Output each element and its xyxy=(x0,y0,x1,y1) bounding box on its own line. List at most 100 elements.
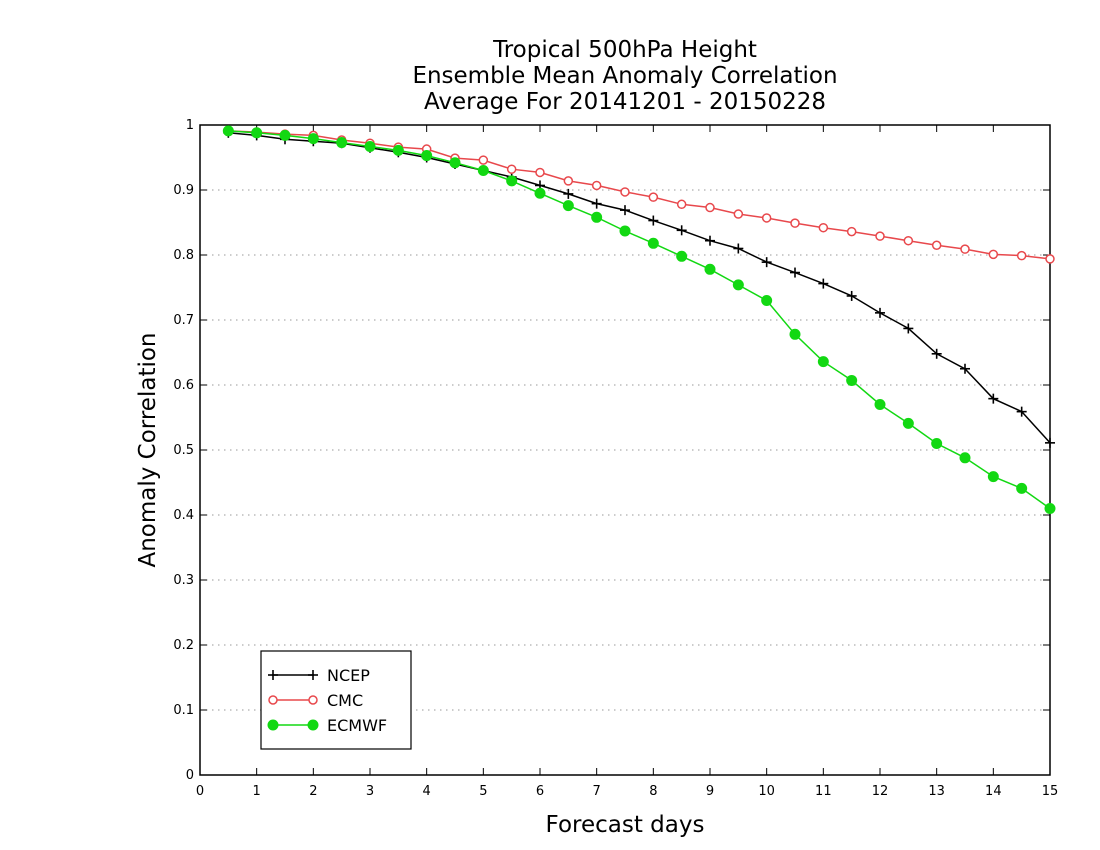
series-ecmwf-point xyxy=(647,237,659,249)
series-ecmwf-point xyxy=(931,438,943,449)
x-tick-label: 3 xyxy=(366,784,374,799)
series-ecmwf-point xyxy=(364,140,376,152)
series-ncep-point xyxy=(648,215,659,226)
legend-marker xyxy=(308,670,318,680)
series-ecmwf-point xyxy=(817,356,829,368)
series-ecmwf-point xyxy=(392,144,404,156)
series-ncep-point xyxy=(563,188,574,199)
legend-marker xyxy=(307,719,319,731)
legend-item-ecmwf: ECMWF xyxy=(267,716,387,735)
legend-label-ncep: NCEP xyxy=(327,666,370,685)
series-ecmwf-point xyxy=(1016,482,1028,494)
series-ecmwf-point xyxy=(421,150,433,162)
x-tick-label: 12 xyxy=(872,784,889,799)
series-ecmwf-point xyxy=(279,129,291,141)
series-ecmwf-point xyxy=(534,187,546,199)
series-ecmwf-point xyxy=(251,127,263,139)
series-ncep-point xyxy=(761,257,772,268)
series-ecmwf-point xyxy=(789,328,801,340)
y-tick-label: 0.7 xyxy=(173,313,194,328)
series-ncep-point xyxy=(960,363,970,374)
series-ncep-point xyxy=(988,393,999,404)
y-tick-label: 0.2 xyxy=(173,638,194,653)
series-ncep-point xyxy=(676,225,687,236)
series-ncep-point xyxy=(705,235,715,246)
series-ecmwf-point xyxy=(307,133,319,145)
legend-item-ncep: NCEP xyxy=(268,666,370,685)
y-axis-label: Anomaly Correlation xyxy=(135,332,161,567)
series-cmc-point xyxy=(790,218,800,228)
series-cmc-point xyxy=(875,231,885,241)
y-tick-label: 0.3 xyxy=(173,573,194,588)
x-tick-label: 9 xyxy=(706,784,714,799)
series-ecmwf-point xyxy=(704,263,716,275)
y-tick-label: 1 xyxy=(186,118,194,133)
series-cmc-point xyxy=(818,222,829,233)
legend-marker xyxy=(308,695,318,705)
chart-title: Tropical 500hPa Height xyxy=(493,37,757,63)
series-layer xyxy=(222,125,1056,514)
legend-marker xyxy=(268,695,278,705)
x-axis-label: Forecast days xyxy=(546,812,705,838)
series-ncep-point xyxy=(875,307,885,318)
x-tick-label: 8 xyxy=(649,784,657,799)
x-tick-label: 14 xyxy=(985,784,1002,799)
series-ecmwf-point xyxy=(336,137,348,149)
series-ecmwf-point xyxy=(619,225,631,237)
y-tick-label: 0.1 xyxy=(173,703,194,718)
series-cmc-point xyxy=(535,167,545,178)
series-ecmwf-point xyxy=(761,295,773,306)
series-ncep-point xyxy=(733,243,744,254)
x-tick-label: 5 xyxy=(479,784,487,799)
series-ecmwf-point xyxy=(449,157,461,169)
series-cmc-point xyxy=(591,180,602,191)
x-tick-label: 1 xyxy=(253,784,261,799)
y-tick-label: 0.8 xyxy=(173,248,194,263)
series-ncep-point xyxy=(620,205,630,216)
series-ecmwf-point xyxy=(902,417,914,429)
series-ncep-point xyxy=(931,348,942,359)
x-tick-label: 10 xyxy=(758,784,775,799)
series-cmc-point xyxy=(563,176,574,186)
series-ecmwf-point xyxy=(222,125,234,137)
series-cmc-point xyxy=(676,199,687,210)
series-cmc xyxy=(223,126,1055,264)
x-tick-label: 13 xyxy=(928,784,945,799)
series-cmc-point xyxy=(506,164,517,174)
legend-label-cmc: CMC xyxy=(327,691,363,710)
chart-subtitle-2: Average For 20141201 - 20150228 xyxy=(423,89,827,115)
series-ecmwf-point xyxy=(846,374,858,386)
series-cmc-point xyxy=(931,240,942,250)
series-cmc-point xyxy=(1045,254,1055,264)
y-tick-label: 0.5 xyxy=(173,443,194,458)
series-ecmwf-point xyxy=(732,279,744,291)
series-cmc-point xyxy=(705,202,715,213)
series-cmc-point xyxy=(648,192,659,202)
series-cmc-point xyxy=(478,155,489,165)
series-ecmwf-point xyxy=(477,165,489,176)
series-ncep xyxy=(223,127,1055,448)
x-tick-label: 7 xyxy=(593,784,601,799)
y-tick-label: 0.4 xyxy=(173,508,194,523)
series-ncep-line xyxy=(228,132,1051,444)
legend-marker xyxy=(267,719,279,731)
series-ncep-point xyxy=(1016,406,1027,417)
x-tick-label: 0 xyxy=(196,784,204,799)
series-ncep-point xyxy=(903,323,914,334)
y-tick-label: 0 xyxy=(186,768,194,783)
series-ecmwf-point xyxy=(874,399,886,410)
x-tick-label: 11 xyxy=(815,784,832,799)
series-ncep-point xyxy=(790,267,800,278)
x-tick-label: 15 xyxy=(1042,784,1059,799)
legend-label-ecmwf: ECMWF xyxy=(327,716,387,735)
series-cmc-point xyxy=(733,209,744,219)
series-ecmwf xyxy=(222,125,1056,514)
legend: NCEP CMC ECMWF xyxy=(260,650,412,750)
x-tick-label: 2 xyxy=(309,784,317,799)
axis-ticks: 00.10.20.30.40.50.60.70.80.910 1 2 3 4 5 6 7 8 9 1… xyxy=(173,118,1058,799)
series-ecmwf-point xyxy=(987,471,999,483)
x-tick-label: 4 xyxy=(423,784,431,799)
series-ecmwf-point xyxy=(506,175,518,187)
legend-marker xyxy=(268,670,278,680)
legend-item-cmc: CMC xyxy=(268,691,363,710)
